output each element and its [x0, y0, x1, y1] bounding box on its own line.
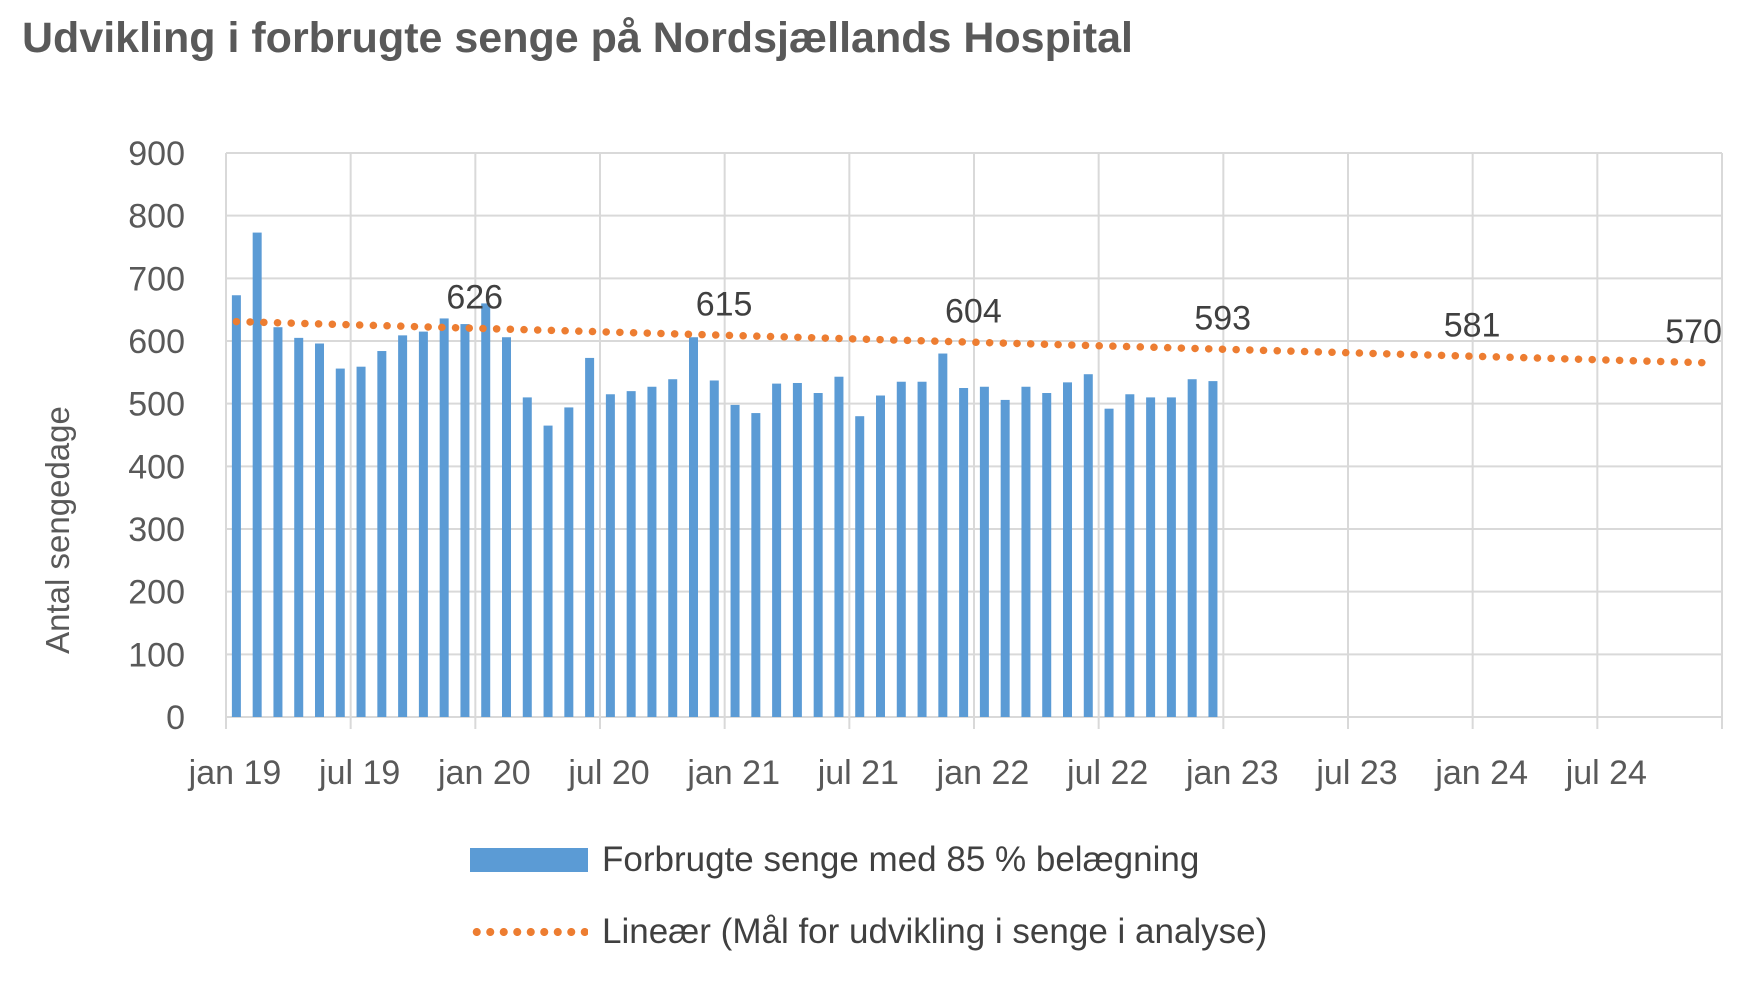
bar	[896, 381, 906, 717]
y-tick-label: 900	[128, 135, 185, 173]
trend-data-label: 581	[1444, 307, 1501, 345]
trend-data-label: 593	[1194, 300, 1251, 338]
bar	[834, 376, 844, 717]
bar	[522, 397, 532, 717]
chart-title: Udvikling i forbrugte senge på Nordsjæll…	[22, 14, 1133, 62]
bar	[792, 382, 802, 717]
bar	[751, 413, 761, 717]
bar	[938, 353, 948, 717]
legend-item-trend: Lineær (Mål for udvikling i senge i anal…	[470, 912, 1267, 952]
bar	[1021, 386, 1031, 717]
y-tick-label: 500	[128, 386, 185, 424]
bar	[1125, 394, 1135, 717]
legend-dotted-line-swatch	[470, 928, 588, 936]
bar	[605, 394, 615, 717]
bar	[564, 407, 574, 717]
bar	[689, 337, 698, 717]
legend-item-bars: Forbrugte senge med 85 % belægning	[470, 840, 1199, 880]
y-tick-label: 600	[128, 323, 185, 361]
bar	[377, 351, 387, 717]
bar	[876, 395, 885, 717]
x-tick-label: jan 21	[686, 754, 780, 792]
bar	[1063, 382, 1072, 717]
bar	[979, 386, 989, 717]
bar	[1146, 397, 1156, 717]
x-tick-label: jul 22	[1066, 754, 1148, 792]
bar	[294, 337, 304, 717]
x-tick-label: jan 19	[188, 754, 282, 792]
bar	[252, 232, 262, 717]
bar	[1083, 374, 1093, 717]
trend-data-label: 604	[945, 293, 1002, 331]
y-tick-label: 400	[128, 448, 185, 486]
bar	[1166, 397, 1176, 717]
legend-bar-swatch	[470, 848, 588, 872]
bar	[231, 295, 241, 717]
bar	[1104, 408, 1114, 717]
bar	[772, 383, 782, 717]
bar	[273, 327, 283, 717]
bar	[917, 381, 927, 717]
y-tick-label: 200	[128, 574, 185, 612]
trend-data-label: 570	[1665, 313, 1722, 351]
x-tick-label: jan 20	[437, 754, 531, 792]
x-tick-label: jul 20	[567, 754, 649, 792]
trend-data-label: 626	[446, 279, 503, 317]
y-tick-label: 700	[128, 260, 185, 298]
bar	[813, 393, 823, 717]
bar	[668, 379, 678, 717]
y-tick-label: 100	[128, 636, 185, 674]
bar	[730, 404, 740, 717]
x-tick-label: jan 23	[1185, 754, 1279, 792]
bar	[439, 318, 449, 717]
bar	[585, 357, 595, 717]
bar	[1000, 399, 1010, 717]
bar	[398, 335, 408, 717]
x-tick-label: jul 19	[318, 754, 400, 792]
x-tick-label: jul 24	[1565, 754, 1647, 792]
bar	[1187, 379, 1197, 717]
x-tick-label: jan 24	[1434, 754, 1528, 792]
bar	[418, 331, 428, 717]
bar	[315, 343, 324, 717]
legend-label-bars: Forbrugte senge med 85 % belægning	[602, 840, 1200, 879]
trend-line	[232, 317, 1716, 367]
bar	[356, 366, 366, 717]
bar	[543, 425, 553, 717]
bar	[1208, 381, 1218, 717]
y-axis-label: Antal sengedage	[39, 406, 76, 654]
y-tick-label: 800	[128, 198, 185, 236]
x-tick-label: jul 23	[1315, 754, 1397, 792]
bar	[335, 368, 345, 717]
bar	[647, 386, 657, 717]
bar	[855, 416, 865, 717]
bar	[460, 324, 470, 717]
bar	[502, 337, 511, 717]
y-tick-label: 0	[166, 699, 185, 737]
y-tick-label: 300	[128, 511, 185, 549]
bar	[1042, 393, 1052, 717]
x-tick-label: jul 21	[817, 754, 899, 792]
bar	[626, 391, 636, 717]
bar	[959, 388, 969, 717]
bar	[481, 303, 491, 717]
x-tick-label: jan 22	[936, 754, 1030, 792]
legend-label-trend: Lineær (Mål for udvikling i senge i anal…	[602, 912, 1268, 951]
bar	[709, 380, 719, 717]
trend-data-label: 615	[696, 286, 753, 324]
